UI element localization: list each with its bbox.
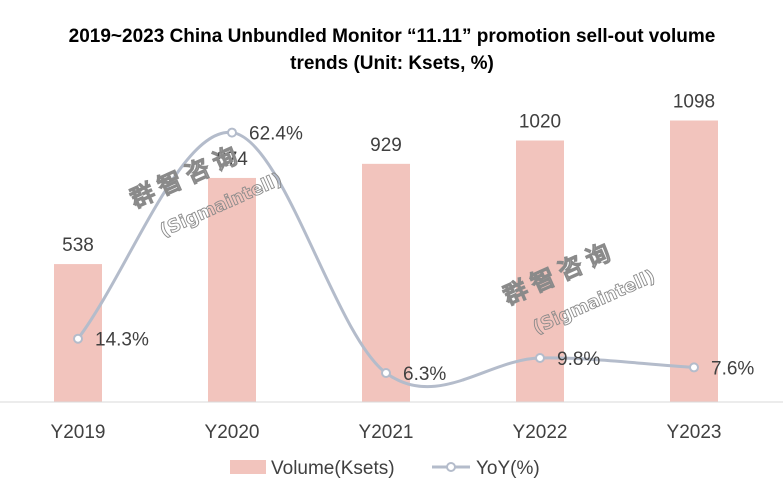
yoy-value-label: 14.3%	[95, 330, 149, 351]
yoy-point	[227, 127, 237, 138]
bar-Y2020	[208, 177, 256, 402]
x-axis-ticks: Y2019 Y2020 Y2021 Y2022 Y2023	[51, 422, 722, 443]
bar-Y2019	[54, 264, 102, 402]
x-tick-label: Y2021	[359, 422, 414, 443]
bar-Y2023	[670, 120, 718, 402]
yoy-line-series	[73, 127, 699, 389]
yoy-line	[76, 131, 695, 389]
watermark: 群智咨询 (Sigmaintell)	[126, 139, 286, 242]
bar-Y2021	[362, 163, 410, 402]
chart-title-line2: trends (Unit: Ksets, %)	[290, 53, 494, 74]
legend-label-yoy: YoY(%)	[476, 458, 540, 479]
yoy-point	[381, 368, 391, 378]
yoy-value-label: 6.3%	[403, 364, 446, 385]
legend: Volume(Ksets) YoY(%)	[230, 458, 540, 479]
yoy-point	[535, 353, 545, 363]
yoy-value-label: 7.6%	[711, 358, 754, 379]
yoy-point	[689, 362, 699, 373]
x-tick-label: Y2022	[513, 422, 568, 443]
bar-value-label: 874	[216, 149, 248, 170]
legend-swatch-yoy-marker	[446, 462, 456, 472]
legend-label-volume: Volume(Ksets)	[271, 458, 395, 479]
x-tick-label: Y2019	[51, 422, 106, 443]
bar-value-label: 1020	[519, 112, 561, 133]
x-tick-label: Y2020	[205, 422, 260, 443]
x-tick-label: Y2023	[667, 422, 722, 443]
bar-value-label: 1098	[673, 92, 715, 113]
yoy-value-label: 9.8%	[557, 349, 600, 370]
bar-value-label: 929	[370, 135, 402, 156]
chart-title-line1: 2019~2023 China Unbundled Monitor “11.11…	[69, 26, 716, 47]
data-labels: 538 874 929 1020 1098 14.3% 62.4% 6.3% 9.8% 7.6%	[62, 92, 754, 385]
yoy-point	[73, 333, 83, 344]
yoy-value-label: 62.4%	[249, 124, 303, 145]
legend-swatch-volume	[230, 460, 266, 474]
bar-value-label: 538	[62, 235, 94, 256]
bar-series	[54, 120, 718, 402]
